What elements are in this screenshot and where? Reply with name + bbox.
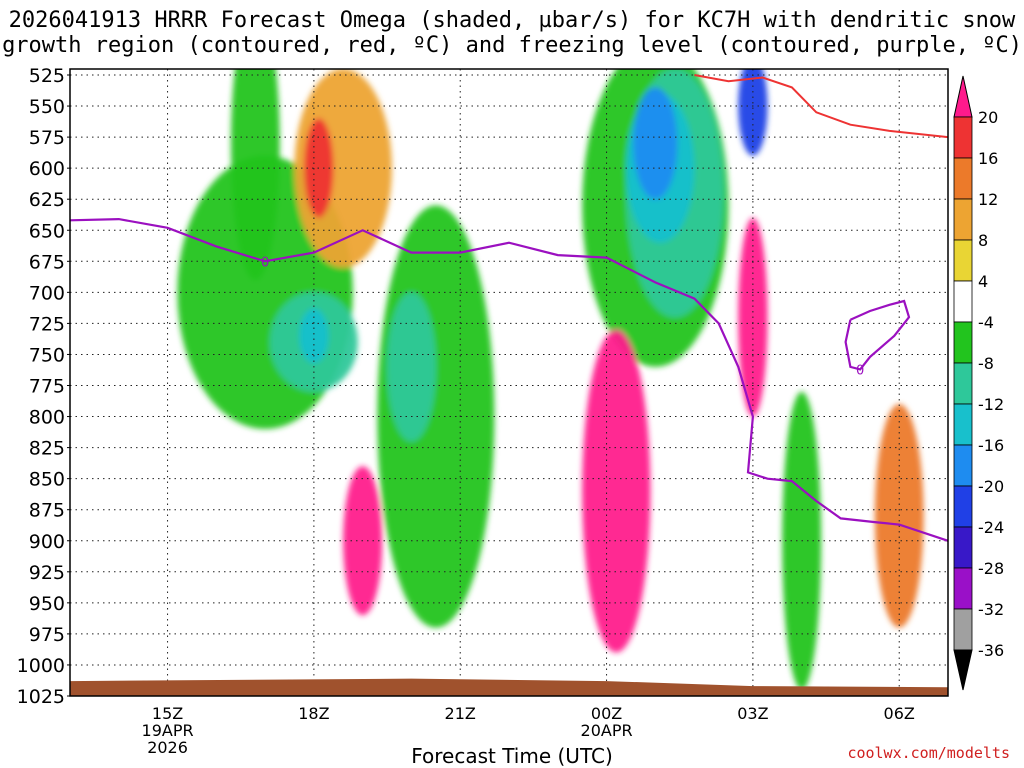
y-tick-label-525: 525 bbox=[29, 65, 65, 87]
colorbar-label--12: -12 bbox=[978, 395, 1004, 414]
colorbar-box-1 bbox=[953, 157, 973, 200]
colorbar-label--20: -20 bbox=[978, 477, 1004, 496]
omega-region-1 bbox=[230, 69, 280, 280]
chart-title: 2026041913 HRRR Forecast Omega (shaded, … bbox=[0, 8, 1024, 58]
colorbar-box-11 bbox=[953, 567, 973, 610]
y-tick-label-750: 750 bbox=[29, 344, 65, 366]
freezing-level-line bbox=[70, 217, 948, 542]
x-tick-label-00Z: 00Z bbox=[591, 704, 622, 723]
colorbar-box-4 bbox=[953, 280, 973, 323]
y-tick-label-1025: 1025 bbox=[17, 686, 65, 708]
colorbar-label-12: 12 bbox=[978, 190, 998, 209]
y-axis: 525 550 575 600 625 650 675 700 725 750 775 800 825 8… bbox=[17, 65, 70, 708]
colorbar-label-16: 16 bbox=[978, 149, 998, 168]
x-tick-label-03Z: 03Z bbox=[737, 704, 768, 723]
y-tick-label-675: 675 bbox=[29, 251, 65, 273]
x-tick-date: 20APR bbox=[581, 721, 633, 740]
colorbar-label-20: 20 bbox=[978, 108, 998, 127]
terrain-fill bbox=[70, 678, 948, 696]
terrain bbox=[70, 678, 948, 696]
y-tick-label-575: 575 bbox=[29, 127, 65, 149]
freezing-contour-label: 0 bbox=[856, 363, 864, 378]
colorbar-box-3 bbox=[953, 239, 973, 282]
colorbar-label--4: -4 bbox=[978, 313, 994, 332]
colorbar-box-10 bbox=[953, 526, 973, 569]
y-tick-label-775: 775 bbox=[29, 376, 65, 398]
y-tick-label-600: 600 bbox=[29, 158, 65, 180]
y-tick-label-850: 850 bbox=[29, 469, 65, 491]
y-tick-label-800: 800 bbox=[29, 407, 65, 429]
colorbar-label-8: 8 bbox=[978, 231, 988, 250]
colorbar-box-2 bbox=[953, 198, 973, 241]
colorbar-box-0 bbox=[953, 116, 973, 159]
contour-lines: 00 bbox=[70, 74, 948, 542]
x-axis-title: Forecast Time (UTC) bbox=[411, 744, 613, 768]
colorbar-box-7 bbox=[953, 403, 973, 446]
colorbar-label--36: -36 bbox=[978, 641, 1004, 660]
omega-region-10 bbox=[738, 69, 768, 156]
colorbar-label--16: -16 bbox=[978, 436, 1004, 455]
y-tick-label-725: 725 bbox=[29, 313, 65, 335]
x-tick-year: 2026 bbox=[147, 738, 188, 757]
x-tick-label-06Z: 06Z bbox=[884, 704, 915, 723]
grid-lines bbox=[69, 69, 949, 697]
plot-border bbox=[69, 68, 949, 697]
colorbar-box-12 bbox=[953, 608, 973, 651]
y-tick-label-925: 925 bbox=[29, 562, 65, 584]
title-line-1: 2026041913 HRRR Forecast Omega (shaded, … bbox=[8, 8, 1016, 33]
colorbar-label-4: 4 bbox=[978, 272, 988, 291]
colorbar-label--8: -8 bbox=[978, 354, 994, 373]
freezing-level-loop bbox=[844, 299, 911, 371]
colorbar-label--32: -32 bbox=[978, 600, 1004, 619]
x-tick-label-21Z: 21Z bbox=[445, 704, 476, 723]
y-tick-label-700: 700 bbox=[29, 282, 65, 304]
colorbar-box-9 bbox=[953, 485, 973, 528]
dgz-boundary-line bbox=[694, 74, 948, 139]
x-tick-label-18Z: 18Z bbox=[298, 704, 329, 723]
y-tick-label-950: 950 bbox=[29, 593, 65, 615]
omega-region-9 bbox=[633, 87, 678, 200]
colorbar: 20 16 12 8 4 -4 -8 -12 -16 -20 -24 -28 -32 -36 bbox=[953, 75, 1004, 691]
colorbar-label--28: -28 bbox=[978, 559, 1004, 578]
x-tick-label-15Z: 15Z bbox=[152, 704, 183, 723]
colorbar-box-5 bbox=[953, 321, 973, 364]
credit-text: coolwx.com/modelts bbox=[847, 744, 1010, 762]
x-tick-date: 19APR bbox=[142, 721, 194, 740]
y-tick-label-975: 975 bbox=[29, 624, 65, 646]
y-tick-label-825: 825 bbox=[29, 438, 65, 460]
freezing-contour-label: 0 bbox=[261, 255, 269, 270]
y-tick-label-625: 625 bbox=[29, 189, 65, 211]
y-tick-label-550: 550 bbox=[29, 96, 65, 118]
colorbar-label--24: -24 bbox=[978, 518, 1004, 537]
colorbar-box-8 bbox=[953, 444, 973, 487]
colorbar-box-6 bbox=[953, 362, 973, 405]
y-tick-label-875: 875 bbox=[29, 500, 65, 522]
y-tick-label-650: 650 bbox=[29, 220, 65, 242]
omega-region-15 bbox=[582, 329, 651, 653]
colorbar-top-arrow bbox=[953, 75, 973, 118]
y-tick-label-1000: 1000 bbox=[17, 655, 65, 677]
y-tick-label-900: 900 bbox=[29, 531, 65, 553]
omega-region-5 bbox=[387, 292, 436, 442]
colorbar-bottom-arrow bbox=[953, 649, 973, 691]
omega-region-3 bbox=[299, 308, 329, 364]
title-line-2: growth region (contoured, red, ºC) and f… bbox=[2, 33, 1022, 58]
